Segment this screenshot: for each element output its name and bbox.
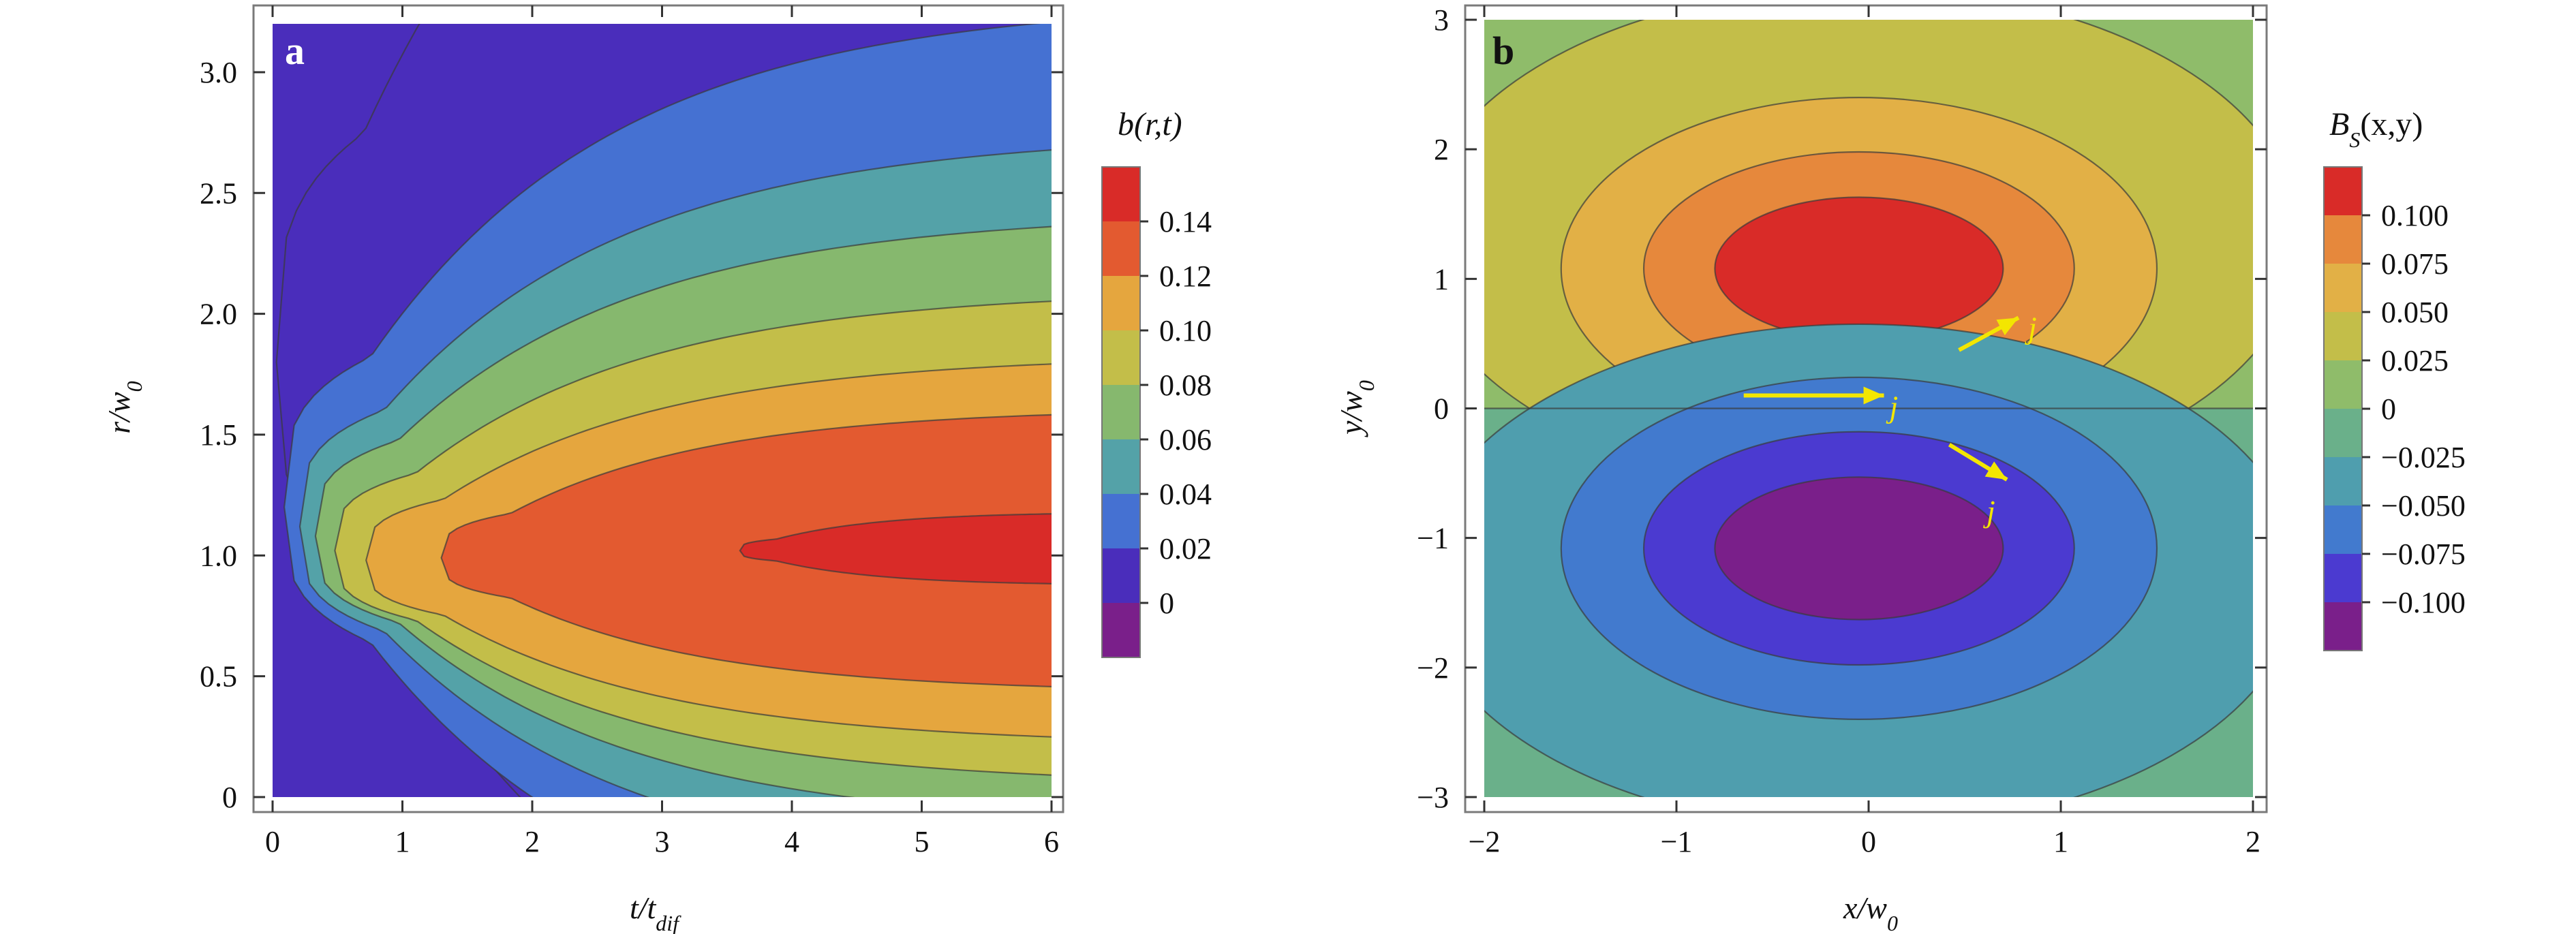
colorbar-label: −0.100: [2381, 586, 2466, 619]
panel-b-colorbar-title-args: (x,y): [2360, 106, 2423, 142]
contour-level-0.14: [739, 513, 1052, 585]
y-tick-label: 1.5: [200, 418, 237, 452]
y-tick-label: 3.0: [200, 56, 237, 89]
panel-b-colorbar-title: BS(x,y): [2329, 106, 2423, 152]
colorbar-swatch: [1102, 330, 1140, 385]
x-tick-label: 6: [1044, 825, 1059, 858]
y-tick-label: 0: [222, 781, 237, 814]
x-tick-label: 2: [2245, 825, 2260, 858]
colorbar-label: 0.025: [2381, 344, 2449, 377]
y-tick-label: 2.0: [200, 298, 237, 331]
colorbar-swatch: [1102, 548, 1140, 603]
colorbar-label: 0.100: [2381, 199, 2449, 232]
panel-b-label: b: [1492, 29, 1514, 73]
y-tick-label: 0.5: [200, 660, 237, 694]
colorbar-swatch: [1102, 385, 1140, 439]
colorbar-swatch: [1102, 167, 1140, 221]
x-tick-label: −2: [1469, 825, 1501, 858]
panel-b-colorbar-title-sub: S: [2349, 127, 2360, 152]
colorbar-label: 0.14: [1159, 205, 1212, 238]
colorbar-swatch: [2324, 554, 2362, 602]
colorbar-swatch: [2324, 505, 2362, 554]
x-tick-label: 1: [2053, 825, 2068, 858]
colorbar-swatch: [2324, 215, 2362, 264]
panel-a-colorbar-title: b(r,t): [1118, 106, 1182, 142]
current-arrow-head-2: [1996, 317, 2019, 336]
contour-level--0.1: [1714, 476, 2004, 621]
colorbar-label: 0: [1159, 587, 1174, 620]
colorbar-label: 0.075: [2381, 247, 2449, 281]
x-tick-label: 5: [915, 825, 930, 858]
y-tick-label: 0: [1434, 392, 1449, 426]
colorbar-swatch: [1102, 494, 1140, 548]
colorbar-frame: [1101, 166, 1141, 658]
colorbar-label: 0.06: [1159, 423, 1212, 456]
contour-level-0.1: [1714, 196, 2004, 341]
panel-b-ylabel: y/w0: [1334, 380, 1379, 437]
panel-a: 0 1 2 3 4 5 6 0 0.5 1.0 1.5 2.0 2.5 3.0 a t/tdif r/w0…: [102, 4, 1212, 934]
x-tick-label: 0: [265, 825, 280, 858]
y-tick-label: 2.5: [200, 176, 237, 210]
current-arrow-head-3: [1984, 461, 2008, 480]
colorbar-swatch: [1102, 439, 1140, 494]
colorbar-label: 0.04: [1159, 478, 1212, 511]
x-tick-label: 4: [784, 825, 799, 858]
x-tick-label: −1: [1661, 825, 1693, 858]
current-label-1: j: [1886, 389, 1899, 424]
colorbar-swatch: [2324, 360, 2362, 409]
panel-b-colorbar: 0.100 0.075 0.050 0.025 0 −0.025 −0.050 −0.075 −…: [2323, 166, 2466, 651]
y-tick-label: −2: [1417, 651, 1449, 685]
y-tick-label: 2: [1434, 133, 1449, 166]
colorbar-label: 0.050: [2381, 296, 2449, 329]
panel-b-ylabel-sub: 0: [1354, 380, 1379, 391]
colorbar-swatch: [2324, 457, 2362, 505]
colorbar-swatch: [2324, 312, 2362, 360]
colorbar-label: −0.025: [2381, 441, 2466, 474]
colorbar-label: 0.10: [1159, 314, 1212, 347]
colorbar-swatch: [2324, 409, 2362, 457]
colorbar-swatch: [1102, 221, 1140, 276]
current-label-2: j: [2025, 310, 2037, 345]
panel-a-xlabel-sub: dif: [656, 911, 681, 934]
colorbar-label: −0.075: [2381, 538, 2466, 571]
colorbar-label: 0.12: [1159, 260, 1212, 293]
current-label-3: j: [1983, 494, 1995, 529]
panel-a-colorbar: 0.14 0.12 0.10 0.08 0.06 0.04 0.02 0: [1101, 166, 1212, 658]
colorbar-label: 0: [2381, 392, 2396, 426]
x-tick-label: 0: [1861, 825, 1876, 858]
x-tick-label: 1: [395, 825, 410, 858]
current-arrow-head-1: [1863, 386, 1884, 405]
colorbar-swatch: [1102, 603, 1140, 657]
colorbar-label: 0.08: [1159, 369, 1212, 402]
panel-a-ylabel-sub: 0: [122, 381, 147, 392]
panel-b-xlabel-sub: 0: [1887, 911, 1898, 934]
colorbar-swatch: [2324, 167, 2362, 215]
colorbar-swatch: [2324, 602, 2362, 651]
y-tick-label: −1: [1417, 522, 1449, 555]
colorbar-swatch: [1102, 276, 1140, 330]
y-tick-label: 1.0: [200, 539, 237, 572]
panel-b-xlabel: x/w0: [1843, 890, 1898, 934]
x-tick-label: 3: [655, 825, 670, 858]
y-tick-label: 3: [1434, 3, 1449, 37]
colorbar-label: 0.02: [1159, 532, 1212, 565]
panel-a-label: a: [285, 29, 305, 73]
panel-a-ylabel: r/w0: [102, 381, 147, 433]
panel-a-xlabel: t/tdif: [630, 890, 681, 934]
x-tick-label: 2: [525, 825, 540, 858]
y-tick-label: 1: [1434, 262, 1449, 296]
colorbar-swatch: [2324, 264, 2362, 312]
y-tick-label: −3: [1417, 781, 1449, 814]
colorbar-label: −0.050: [2381, 489, 2466, 523]
